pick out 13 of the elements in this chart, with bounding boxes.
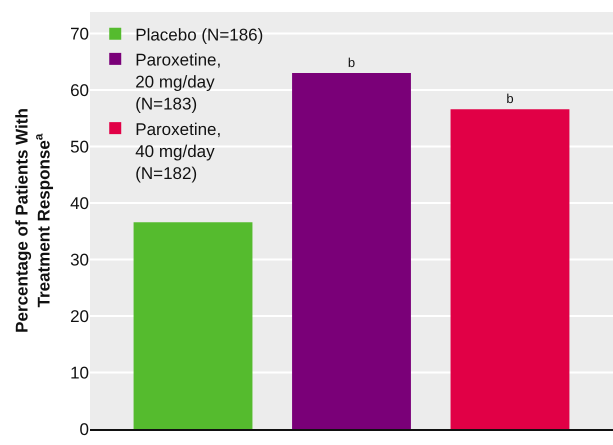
data-label: b <box>348 55 356 70</box>
data-label: b <box>506 91 514 106</box>
y-tick-label: 30 <box>70 250 89 270</box>
legend-label: Paroxetine, 20 mg/day (N=183) <box>135 50 222 114</box>
legend-label: Paroxetine, 40 mg/day (N=182) <box>135 120 222 183</box>
legend-label: Placebo (N=186) <box>135 25 264 44</box>
y-tick-label: 70 <box>70 24 89 44</box>
y-tick-label: 60 <box>70 80 89 100</box>
y-tick-label: 10 <box>70 363 89 382</box>
y-tick-label: 0 <box>80 420 89 439</box>
y-tick-label: 20 <box>70 306 89 326</box>
y-tick-label: 40 <box>70 194 89 213</box>
y-tick-label: 50 <box>70 137 89 156</box>
